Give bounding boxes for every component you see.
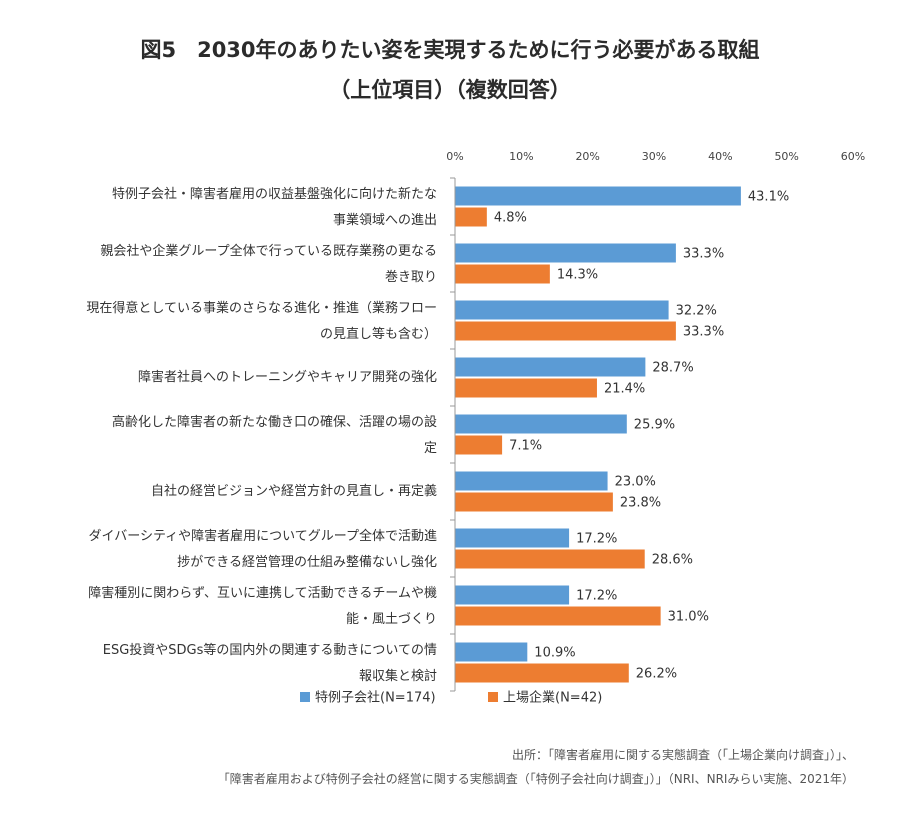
bar-subsidiary — [455, 528, 570, 548]
category-label: 報収集と検討 — [359, 668, 437, 684]
chart-title: 図5 2030年のありたい姿を実現するために行う必要がある取組 （上位項目）（複… — [0, 30, 900, 110]
bar-subsidiary — [455, 414, 627, 434]
data-label: 14.3% — [557, 268, 598, 283]
data-label: 28.6% — [652, 553, 693, 568]
bar-listed — [455, 435, 503, 455]
bar-listed — [455, 606, 661, 626]
data-label: 17.2% — [576, 532, 617, 547]
bar-listed — [455, 321, 676, 341]
category-label: 巻き取り — [385, 270, 437, 285]
data-label: 25.9% — [634, 418, 675, 433]
bar-subsidiary — [455, 471, 608, 491]
category-label: 能・風土づくり — [346, 612, 437, 627]
bar-listed — [455, 492, 613, 512]
legend-label: 上場企業(N=42) — [503, 690, 602, 706]
x-tick-label: 20% — [575, 150, 599, 163]
category-label: 障害者社員へのトレーニングやキャリア開発の強化 — [138, 369, 437, 385]
category-label: ダイバーシティや障害者雇用についてグループ全体で活動進 — [88, 528, 437, 544]
x-tick-label: 40% — [708, 150, 732, 163]
bar-subsidiary — [455, 300, 669, 320]
data-label: 21.4% — [604, 382, 645, 397]
data-label: 43.1% — [748, 190, 789, 205]
x-tick-label: 10% — [509, 150, 533, 163]
data-label: 26.2% — [636, 667, 677, 682]
data-label: 17.2% — [576, 589, 617, 604]
data-label: 4.8% — [494, 211, 527, 226]
category-label: 事業領域への進出 — [333, 212, 437, 228]
category-label: 高齢化した障害者の新たな働き口の確保、活躍の場の設 — [112, 414, 437, 430]
data-label: 31.0% — [668, 610, 709, 625]
category-label: 障害種別に関わらず、互いに連携して活動できるチームや機 — [88, 585, 437, 601]
chart-title-line-2: （上位項目）（複数回答） — [329, 78, 571, 102]
bar-listed — [455, 378, 597, 398]
category-label: 現在得意としている事業のさらなる進化・推進（業務フロー — [86, 300, 437, 316]
x-tick-label: 0% — [446, 150, 463, 163]
x-tick-label: 60% — [841, 150, 865, 163]
legend-swatch-subsidiary — [300, 692, 310, 702]
source-line-2: 「障害者雇用および特例子会社の経営に関する実態調査（「特例子会社向け調査」）」（… — [217, 772, 854, 786]
bar-subsidiary — [455, 585, 570, 605]
legend-label: 特例子会社(N=174) — [315, 690, 436, 706]
chart-title-line-1: 図5 2030年のありたい姿を実現するために行う必要がある取組 — [140, 38, 760, 62]
source-line-1: 出所：「障害者雇用に関する実態調査（「上場企業向け調査」）」、 — [511, 748, 854, 762]
category-label: の見直し等も含む） — [320, 326, 437, 342]
bar-listed — [455, 549, 645, 569]
data-label: 33.3% — [683, 247, 724, 262]
data-label: 10.9% — [534, 646, 575, 661]
data-label: 23.0% — [615, 475, 656, 490]
data-label: 32.2% — [676, 304, 717, 319]
data-label: 28.7% — [652, 361, 693, 376]
x-tick-label: 50% — [774, 150, 798, 163]
legend-swatch-listed — [488, 692, 498, 702]
bar-listed — [455, 264, 550, 284]
bar-listed — [455, 207, 487, 227]
data-label: 7.1% — [509, 439, 542, 454]
category-label: 自社の経営ビジョンや経営方針の見直し・再定義 — [151, 483, 437, 499]
bar-listed — [455, 663, 629, 683]
category-label: 定 — [424, 441, 437, 456]
bar-subsidiary — [455, 357, 646, 377]
x-tick-label: 30% — [642, 150, 666, 163]
bar-subsidiary — [455, 243, 676, 263]
category-label: 捗ができる経営管理の仕組み整備ないし強化 — [177, 554, 437, 570]
bar-subsidiary — [455, 186, 741, 206]
bar-subsidiary — [455, 642, 528, 662]
data-label: 23.8% — [620, 496, 661, 511]
category-label: ESG投資やSDGs等の国内外の関連する動きについての情 — [103, 642, 437, 658]
category-label: 特例子会社・障害者雇用の収益基盤強化に向けた新たな — [112, 186, 437, 202]
category-label: 親会社や企業グループ全体で行っている既存業務の更なる — [100, 243, 437, 259]
data-label: 33.3% — [683, 325, 724, 340]
